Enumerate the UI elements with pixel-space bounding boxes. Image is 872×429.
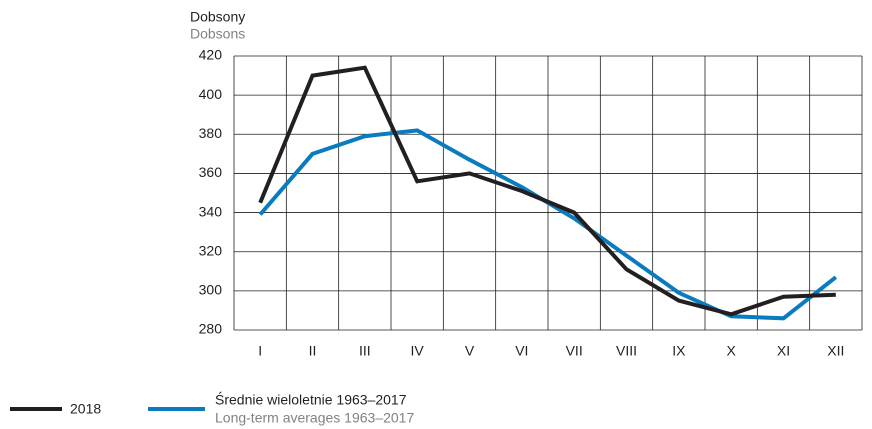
x-tick-label: III [359,343,371,359]
x-tick-label: VIII [616,343,637,359]
legend-label: Średnie wieloletnie 1963–2017 [215,391,407,408]
legend-label: 2018 [70,401,101,417]
series-line [258,65,836,317]
x-tick-label: VI [515,343,528,359]
y-tick-label: 340 [199,203,223,219]
x-tick-label: XI [777,343,790,359]
x-tick-label: I [258,343,262,359]
y-tick-label: 300 [199,282,223,298]
y-tick-label: 420 [199,47,223,63]
x-tick-label: X [726,343,736,359]
x-tick-label: VII [566,343,583,359]
x-tick-label: IX [672,343,686,359]
x-tick-label: V [465,343,475,359]
y-tick-label: 360 [199,164,223,180]
legend-label-en: Long-term averages 1963–2017 [215,410,414,426]
x-tick-label: XII [827,343,844,359]
y-axis-label: Dobsony [190,9,245,25]
y-tick-label: 320 [199,242,223,258]
y-axis-label-en: Dobsons [190,26,245,42]
y-tick-label: 380 [199,125,223,141]
y-tick-label: 400 [199,86,223,102]
y-tick-label: 280 [199,321,223,337]
x-tick-label: IV [411,343,425,359]
x-tick-label: II [309,343,317,359]
